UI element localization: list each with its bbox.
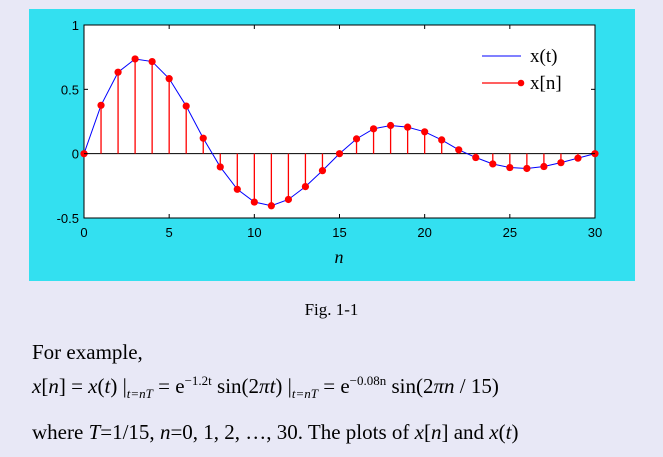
x-tick-label: 15	[332, 225, 346, 240]
stem-marker	[387, 121, 395, 130]
formula-subscript: t=nT	[126, 386, 153, 402]
x-tick-label: 0	[80, 225, 87, 240]
stem-marker	[523, 164, 531, 173]
formula-part: / 15)	[454, 374, 499, 398]
stem-marker	[318, 167, 327, 175]
figure-panel: 0 5 10 15 20 25 30 -0.5 0 0.5 1 x(t) x[n] n	[29, 9, 635, 281]
stem-marker	[472, 153, 480, 162]
formula-part: ] =	[58, 374, 89, 398]
chart: 0 5 10 15 20 25 30-0.500.51 x(t) x[n] n	[57, 18, 603, 267]
stem-marker	[284, 195, 292, 204]
definition-text: where T=1/15, n=0, 1, 2, …, 30. The plot…	[32, 420, 518, 445]
stem-marker	[182, 102, 190, 110]
text-part: ] and	[441, 420, 490, 444]
stem-marker	[421, 128, 429, 136]
stem-marker	[114, 68, 122, 76]
text-part: x	[489, 420, 499, 444]
text-part: x	[414, 420, 424, 444]
text-part: )	[511, 420, 519, 444]
formula-subscript: t=nT	[291, 386, 318, 402]
stem-marker	[250, 198, 258, 206]
stem-marker	[131, 55, 139, 63]
x-tick-label: 10	[247, 225, 261, 240]
x-tick-label: 25	[503, 225, 517, 240]
text-part: n	[159, 420, 171, 444]
stem-marker	[233, 185, 241, 193]
stem-marker	[574, 154, 582, 162]
stem-marker	[301, 183, 310, 191]
y-tick-label: 0.5	[61, 82, 79, 97]
stem-marker	[404, 123, 412, 131]
text-part: (	[498, 420, 506, 444]
stem-marker	[165, 75, 173, 83]
formula-part: sin(2	[386, 374, 434, 398]
stem-marker	[506, 163, 514, 172]
y-tick-label: 1	[72, 18, 79, 33]
legend-marker-xn	[517, 79, 525, 87]
text-part: [	[423, 420, 431, 444]
formula-part: sin(2	[211, 374, 260, 398]
stem-marker	[489, 160, 497, 168]
formula-part: n	[48, 374, 59, 398]
text-part: =1/15,	[100, 420, 160, 444]
x-axis-label: n	[335, 247, 344, 267]
formula-part: x	[88, 374, 98, 398]
formula-part: = e	[317, 374, 350, 398]
x-tick-label: 30	[588, 225, 602, 240]
stem-marker	[352, 135, 361, 143]
formula-superscript: −0.08n	[349, 373, 387, 388]
x-tick-label: 20	[417, 225, 431, 240]
stem-marker	[438, 136, 446, 144]
formula-part: = e	[152, 374, 185, 398]
text-part: n	[430, 420, 442, 444]
text-part: =0, 1, 2, …, 30. The plots of	[170, 420, 415, 444]
formula-part: (	[97, 374, 105, 398]
stem-marker	[557, 159, 565, 167]
stem-marker	[267, 202, 275, 210]
text-part: t	[505, 420, 512, 444]
text-part: T	[88, 420, 101, 444]
stem-marker	[97, 101, 105, 109]
intro-text: For example,	[32, 340, 143, 364]
formula-part: πn	[433, 374, 455, 398]
formula-superscript: −1.2t	[184, 373, 212, 388]
text-part: where	[32, 420, 89, 444]
figure-caption: Fig. 1-1	[304, 300, 359, 319]
formula-part: x	[32, 374, 42, 398]
plot-area	[83, 24, 596, 219]
formula-part: [	[41, 374, 49, 398]
stem-marker	[199, 134, 207, 142]
legend-label-xn: x[n]	[530, 73, 562, 94]
stem-marker	[369, 125, 378, 133]
formula-part: ) |	[110, 374, 127, 398]
stem-marker	[148, 57, 156, 66]
legend-label-xt: x(t)	[530, 46, 557, 67]
y-tick-label: 0	[72, 147, 79, 162]
stem-marker	[455, 146, 463, 154]
stem-marker	[540, 162, 548, 171]
stem-marker	[335, 150, 344, 158]
formula-part: t	[104, 374, 111, 398]
formula: x[n] = x(t) |t=nT = e−1.2t sin(2πt) |t=n…	[32, 373, 499, 402]
formula-part: ) |	[275, 374, 292, 398]
stem-marker	[216, 163, 224, 171]
x-tick-label: 5	[166, 225, 173, 240]
formula-part: πt	[259, 374, 276, 398]
y-tick-label: -0.5	[57, 211, 79, 226]
legend: x(t) x[n]	[482, 46, 562, 94]
